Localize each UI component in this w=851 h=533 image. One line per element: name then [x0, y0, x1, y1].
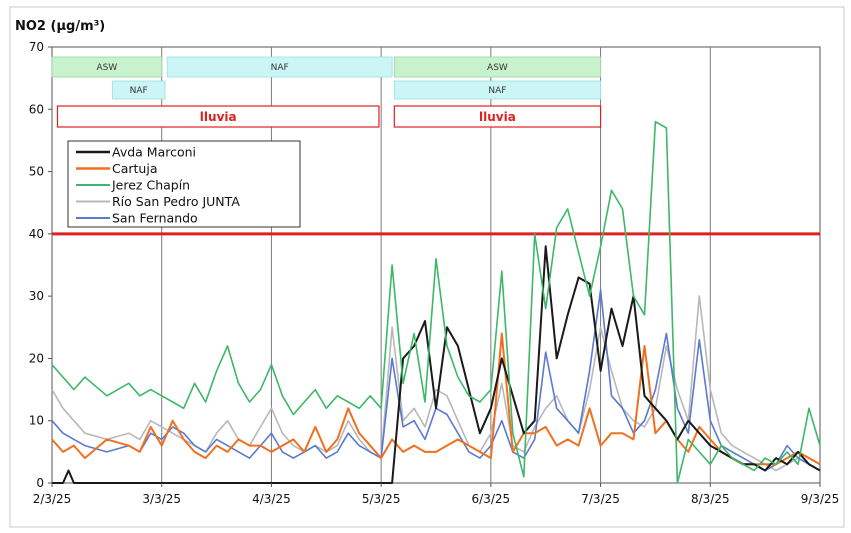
y-axis: 0 10 20 30 40 50 60 70: [29, 40, 52, 490]
rain-band: [393, 105, 602, 128]
legend-label: Jerez Chapín: [111, 178, 190, 193]
y-tick-label: 60: [29, 102, 44, 116]
x-tick-label: 9/3/25: [801, 492, 840, 506]
y-tick-label: 70: [29, 40, 44, 54]
chart-title: NO2 (µg/m³): [15, 19, 105, 34]
y-tick-label: 30: [29, 289, 44, 303]
event-bands: ASW NAF ASW NAF NAF lluvia lluvia: [51, 56, 602, 128]
legend-label: Cartuja: [112, 161, 157, 176]
x-axis: 2/3/25 3/3/25 4/3/25 5/3/25 6/3/25 7/3/25 8/3/…: [33, 483, 840, 506]
band-naf: [166, 56, 393, 78]
y-tick-label: 50: [29, 165, 44, 179]
band-naf: [111, 80, 166, 100]
band-label: ASW: [96, 63, 117, 73]
band-asw: [393, 56, 601, 78]
series-line-san-fernando: [51, 289, 821, 472]
x-tick-label: 6/3/25: [472, 492, 511, 506]
legend-label: Avda Marconi: [112, 145, 196, 160]
x-tick-label: 7/3/25: [581, 492, 620, 506]
band-naf: [393, 80, 601, 100]
x-tick-label: 8/3/25: [691, 492, 730, 506]
x-tick-label: 5/3/25: [362, 492, 401, 506]
band-asw: [51, 56, 163, 78]
y-tick-label: 20: [29, 351, 44, 365]
y-tick-label: 10: [29, 414, 44, 428]
band-label: NAF: [488, 86, 506, 96]
rain-label: lluvia: [479, 110, 516, 124]
x-tick-label: 3/3/25: [142, 492, 181, 506]
x-tick-label: 4/3/25: [252, 492, 291, 506]
band-label: ASW: [487, 63, 508, 73]
series-line-cartuja: [51, 332, 821, 466]
legend-label: Río San Pedro JUNTA: [112, 194, 240, 209]
series-line-jerez-chap-n: [51, 120, 821, 484]
series-lines: [51, 120, 821, 484]
legend-label: San Fernando: [112, 211, 198, 226]
y-tick-label: 0: [36, 476, 44, 490]
band-label: NAF: [130, 86, 148, 96]
rain-label: lluvia: [200, 110, 237, 124]
series-line-avda-marconi: [52, 245, 821, 484]
rain-band: [56, 105, 380, 128]
band-label: NAF: [271, 63, 289, 73]
y-tick-label: 40: [29, 227, 44, 241]
x-tick-label: 2/3/25: [33, 492, 72, 506]
